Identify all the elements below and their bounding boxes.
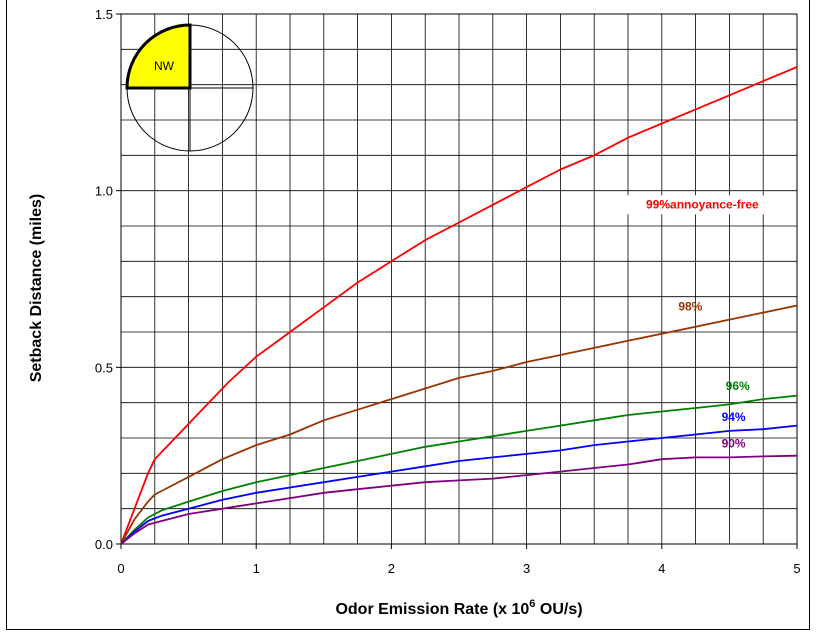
x-tick-label: 3 bbox=[523, 561, 530, 576]
plot-area bbox=[120, 13, 798, 545]
series-label-4: 90% bbox=[722, 437, 746, 451]
chart-frame bbox=[6, 0, 810, 630]
x-tick-label: 1 bbox=[253, 561, 260, 576]
series-lines bbox=[120, 66, 798, 545]
y-axis-title: Setback Distance (miles) bbox=[28, 194, 45, 383]
series-labels: 99%annoyance-free 98% 96% 94% 90% bbox=[623, 195, 782, 451]
series-label-1: 98% bbox=[678, 300, 702, 314]
x-axis-title-suffix: OU/s) bbox=[535, 601, 582, 618]
compass-inset: NW bbox=[125, 23, 254, 152]
x-tick-label: 2 bbox=[388, 561, 395, 576]
y-tick-label: 0.0 bbox=[95, 537, 113, 552]
series-line-0 bbox=[120, 66, 798, 545]
nw-quadrant-outline bbox=[125, 23, 192, 90]
series-line-3 bbox=[120, 424, 798, 545]
x-tick-label: 0 bbox=[117, 561, 124, 576]
y-tick-label: 0.5 bbox=[95, 360, 113, 375]
y-tick-label: 1.5 bbox=[95, 7, 113, 22]
x-axis-title-superscript: 6 bbox=[529, 598, 535, 610]
series-label-3: 94% bbox=[722, 410, 746, 424]
axis-ticks: 0 1 2 3 4 5 0.0 0.5 1.0 1.5 bbox=[95, 7, 801, 576]
y-tick-label: 1.0 bbox=[95, 184, 113, 199]
series-line-2 bbox=[120, 394, 798, 545]
x-tick-label: 5 bbox=[793, 561, 800, 576]
series-label-2: 96% bbox=[726, 379, 750, 393]
series-label-background bbox=[623, 195, 782, 215]
series-line-4 bbox=[120, 454, 798, 545]
inset-label: NW bbox=[154, 59, 175, 73]
x-axis-title-main: Odor Emission Rate (x 10 bbox=[335, 601, 529, 618]
series-label-0: 99%annoyance-free bbox=[646, 197, 759, 211]
grid bbox=[121, 14, 797, 544]
x-tick-label: 4 bbox=[658, 561, 665, 576]
series-line-1 bbox=[120, 304, 798, 545]
nw-quadrant-highlight bbox=[127, 25, 190, 88]
x-axis-title: Odor Emission Rate (x 106 OU/s) bbox=[335, 598, 582, 618]
